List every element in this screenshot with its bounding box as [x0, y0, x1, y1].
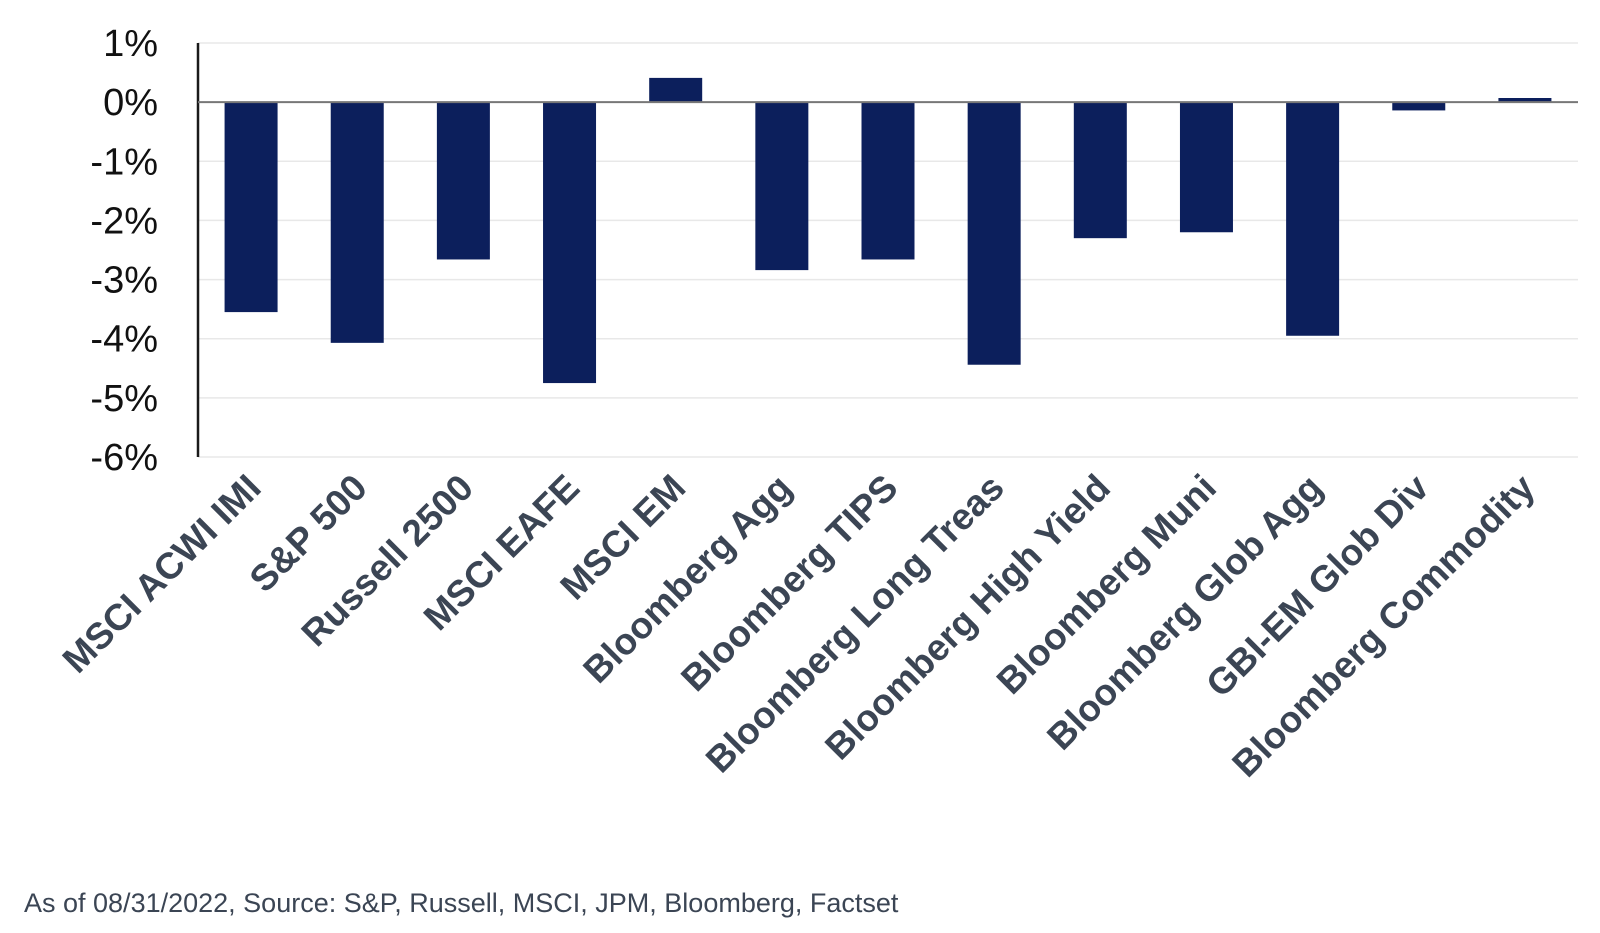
bar	[1073, 102, 1127, 239]
y-tick-labels: 1% 0% -1% -2% -3% -4% -5% -6%	[90, 23, 158, 479]
y-tick-label: -1%	[90, 141, 158, 183]
y-tick-label: -5%	[90, 378, 158, 420]
bars	[224, 77, 1552, 384]
bar	[1179, 102, 1233, 233]
bar	[436, 102, 490, 260]
bar	[543, 102, 597, 384]
y-tick-label: -2%	[90, 200, 158, 242]
x-tick-label: MSCI ACWI IMI	[55, 467, 269, 681]
bar	[967, 102, 1021, 365]
bar	[755, 102, 809, 271]
bar	[861, 102, 915, 260]
bar	[1286, 102, 1340, 336]
y-tick-label: -3%	[90, 260, 158, 302]
source-note: As of 08/31/2022, Source: S&P, Russell, …	[24, 888, 899, 918]
bar	[1498, 98, 1552, 103]
y-tick-label: -6%	[90, 437, 158, 479]
bar	[224, 102, 278, 313]
bar	[330, 102, 384, 343]
y-tick-label: 0%	[103, 82, 158, 124]
bar	[1392, 102, 1446, 111]
y-tick-label: -4%	[90, 319, 158, 361]
y-tick-label: 1%	[103, 23, 158, 65]
axes	[196, 43, 1578, 457]
bar	[649, 77, 703, 103]
